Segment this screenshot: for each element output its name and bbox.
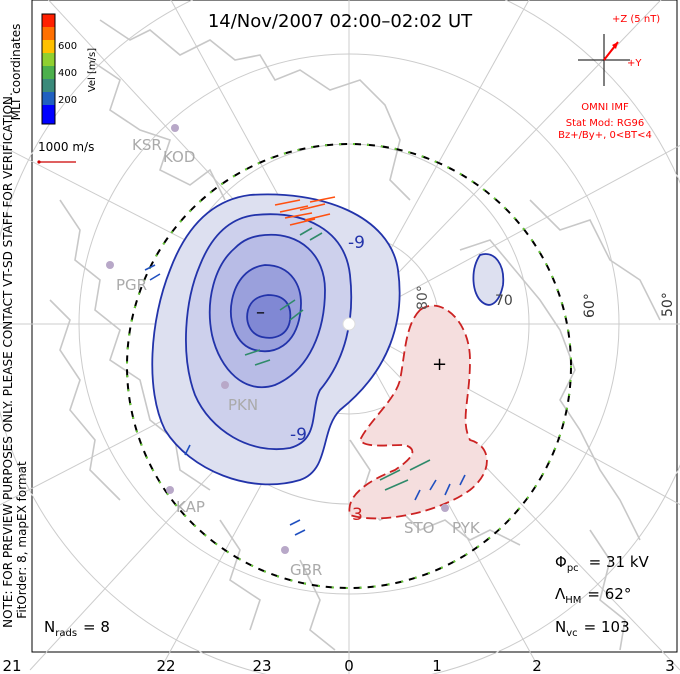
imf-condition: Bz+/By+, 0<BT<4 (558, 130, 652, 141)
mlt-coordinates-label: MLT coordinates (9, 24, 23, 121)
positive-cell (348, 304, 488, 520)
mlt-tick-23: 23 (252, 657, 271, 674)
station-label-gbr: GBR (290, 561, 322, 579)
lat-label-50: 50° (660, 292, 676, 317)
dawn-vortex (472, 253, 505, 306)
stats-block: Nrads = 8 Φpc = 31 kV ΛHM = 62° Nvc = 103 (44, 553, 650, 639)
mlt-tick-2: 2 (532, 657, 542, 674)
imf-clock (578, 34, 630, 86)
velocity-colorbar (41, 13, 56, 125)
colorbar-label: Vel [m/s] (87, 48, 98, 92)
station-label-pgr: PGR (116, 276, 147, 294)
mlt-axis: 21 22 23 0 1 2 3 (2, 657, 674, 674)
station-label-sto: STO (404, 519, 435, 537)
station-markers (106, 124, 449, 554)
coastlines (49, 19, 661, 651)
contour-label-vortex: 70 (495, 293, 513, 309)
max-marker: + (432, 354, 447, 375)
pole-marker (342, 317, 356, 331)
phi-pc-stat: Φpc = 31 kV (555, 553, 650, 574)
map-title: 14/Nov/2007 02:00–02:02 UT (208, 11, 473, 32)
lat-label-60: 60° (582, 293, 598, 318)
negative-cell (151, 193, 401, 486)
imf-bz-label: +Z (5 nT) (612, 14, 660, 25)
mlt-tick-21: 21 (2, 657, 21, 674)
vector-scale-dot (37, 160, 41, 164)
lambda-hm-stat: ΛHM = 62° (555, 585, 631, 606)
contour-label-neg-top: -9 (348, 233, 365, 253)
velocity-vectors (144, 196, 466, 536)
preview-note: NOTE: FOR PREVIEW PURPOSES ONLY. PLEASE … (1, 92, 15, 628)
station-label-ksr: KSR (132, 136, 162, 154)
contour-label-pos: 3 (352, 505, 363, 525)
vector-scale-label: 1000 m/s (38, 140, 94, 154)
imf-source: OMNI IMF (581, 102, 629, 113)
station-label-kap: KAP (176, 498, 205, 516)
colorbar-tick-600: 600 (58, 41, 77, 52)
nrads-stat: Nrads = 8 (44, 618, 110, 639)
min-marker: – (256, 302, 265, 323)
fit-order-note: FitOrder: 8, mapEX format (15, 461, 29, 619)
mlt-tick-3: 3 (665, 657, 675, 674)
mlt-tick-1: 1 (432, 657, 442, 674)
imf-model: Stat Mod: RG96 (566, 118, 645, 129)
hm-boundary-vectors (126, 143, 572, 589)
station-label-pyk: PYK (452, 519, 481, 537)
mlt-tick-22: 22 (156, 657, 175, 674)
contour-label-neg-bottom: -9 (290, 425, 307, 445)
colorbar-tick-400: 400 (58, 68, 77, 79)
mlt-tick-0: 0 (344, 657, 354, 674)
imf-by-label: +Y (627, 58, 642, 69)
station-label-kod: KOD (163, 148, 195, 166)
station-label-pkn: PKN (228, 396, 258, 414)
nvc-stat: Nvc = 103 (555, 618, 630, 639)
colorbar-tick-200: 200 (58, 95, 77, 106)
lat-label-80: 80° (415, 285, 431, 310)
station-labels: KSR KOD PGR PKN KAP GBR STO PYK (116, 136, 481, 579)
